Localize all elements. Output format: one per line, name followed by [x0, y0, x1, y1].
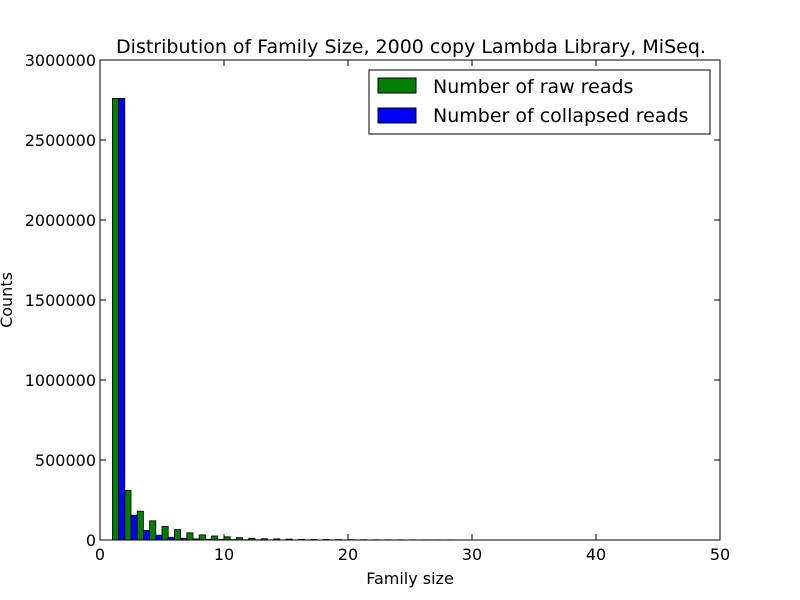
bar-collapsed-2	[130, 514, 138, 541]
y-tick-label: 500000	[35, 451, 96, 470]
legend-label-raw-reads: Number of raw reads	[433, 76, 633, 98]
legend-label-collapsed-reads: Number of collapsed reads	[433, 105, 688, 127]
y-axis-label: Counts	[0, 272, 16, 328]
bar-raw-7	[186, 532, 194, 541]
x-tick-label: 10	[214, 545, 234, 564]
x-tick-label: 20	[338, 545, 358, 564]
bar-raw-3	[136, 510, 144, 541]
bar-raw-8	[198, 534, 206, 541]
legend-swatch-raw-reads	[377, 77, 417, 94]
chart-title: Distribution of Family Size, 2000 copy L…	[116, 36, 706, 58]
y-tick-label: 2000000	[25, 211, 96, 230]
bar-collapsed-4	[155, 534, 163, 541]
y-tick-label: 0	[86, 531, 96, 550]
legend: Number of raw reads Number of collapsed …	[368, 69, 711, 135]
bar-collapsed-1	[118, 98, 126, 541]
y-tick-label: 1500000	[25, 291, 96, 310]
y-tick-label: 3000000	[25, 51, 96, 70]
x-axis-label: Family size	[366, 569, 454, 588]
bar-raw-1	[112, 98, 120, 541]
x-tick-label: 40	[586, 545, 606, 564]
y-tick-label: 2500000	[25, 131, 96, 150]
y-tick-label: 1000000	[25, 371, 96, 390]
legend-swatch-collapsed-reads	[377, 107, 417, 124]
bar-raw-2	[124, 489, 132, 541]
x-tick-label: 0	[95, 545, 105, 564]
x-tick-label: 30	[462, 545, 482, 564]
bar-raw-5	[161, 526, 169, 541]
bar-raw-9	[211, 535, 219, 541]
legend-frame	[368, 69, 711, 135]
bar-collapsed-3	[142, 530, 150, 541]
bar-raw-6	[173, 529, 181, 541]
bar-raw-4	[149, 520, 157, 541]
bars-group	[112, 98, 678, 541]
plot-frame	[99, 59, 721, 541]
ticks-group: 0 10 20 30 40 50 0 500000 1000000 1500000 2000000 2…	[25, 51, 730, 564]
x-tick-label: 50	[710, 545, 730, 564]
